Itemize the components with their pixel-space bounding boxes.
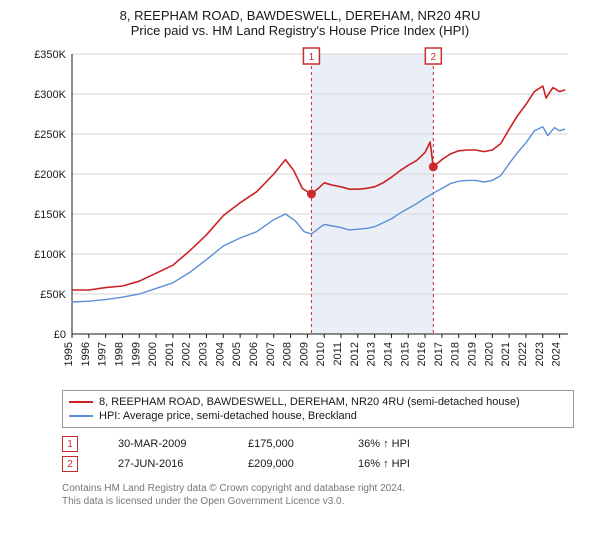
chart-subtitle: Price paid vs. HM Land Registry's House …: [12, 23, 588, 38]
svg-text:1999: 1999: [130, 342, 142, 366]
svg-text:2015: 2015: [399, 342, 411, 366]
sale-vs-hpi: 36% ↑ HPI: [358, 438, 428, 450]
svg-text:2024: 2024: [551, 342, 563, 366]
svg-text:2005: 2005: [231, 342, 243, 366]
svg-text:1996: 1996: [80, 342, 92, 366]
svg-text:2017: 2017: [433, 342, 445, 366]
sale-date: 27-JUN-2016: [118, 458, 208, 470]
svg-text:2: 2: [431, 52, 437, 63]
svg-text:£250K: £250K: [34, 129, 66, 141]
legend-label: 8, REEPHAM ROAD, BAWDESWELL, DEREHAM, NR…: [99, 396, 520, 408]
svg-text:2003: 2003: [198, 342, 210, 366]
svg-text:2013: 2013: [366, 342, 378, 366]
chart-title: 8, REEPHAM ROAD, BAWDESWELL, DEREHAM, NR…: [12, 8, 588, 23]
sale-marker-icon: 2: [62, 456, 78, 472]
chart-area: £0 £50K £100K £150K £200K £250K £300K £350K 1995…: [22, 44, 578, 384]
sale-price: £209,000: [248, 458, 318, 470]
sale-marker-icon: 1: [62, 436, 78, 452]
legend-swatch: [69, 415, 93, 417]
sale-row: 2 27-JUN-2016 £209,000 16% ↑ HPI: [62, 454, 574, 474]
chart-container: 8, REEPHAM ROAD, BAWDESWELL, DEREHAM, NR…: [0, 0, 600, 560]
svg-text:2023: 2023: [534, 342, 546, 366]
legend-swatch: [69, 401, 93, 403]
svg-text:2001: 2001: [164, 342, 176, 366]
svg-text:2000: 2000: [147, 342, 159, 366]
svg-text:1998: 1998: [113, 342, 125, 366]
svg-text:2012: 2012: [349, 342, 361, 366]
svg-text:2009: 2009: [298, 342, 310, 366]
svg-text:2019: 2019: [467, 342, 479, 366]
svg-text:2011: 2011: [332, 342, 344, 366]
svg-text:2008: 2008: [282, 342, 294, 366]
sale-vs-hpi: 16% ↑ HPI: [358, 458, 428, 470]
sale-row: 1 30-MAR-2009 £175,000 36% ↑ HPI: [62, 434, 574, 454]
svg-text:£100K: £100K: [34, 249, 66, 261]
svg-text:£300K: £300K: [34, 89, 66, 101]
svg-text:2010: 2010: [315, 342, 327, 366]
legend-item: 8, REEPHAM ROAD, BAWDESWELL, DEREHAM, NR…: [69, 395, 567, 409]
svg-text:1997: 1997: [97, 342, 109, 366]
svg-text:£50K: £50K: [40, 289, 66, 301]
svg-text:2007: 2007: [265, 342, 277, 366]
sale-price: £175,000: [248, 438, 318, 450]
legend-item: HPI: Average price, semi-detached house,…: [69, 409, 567, 423]
svg-text:1: 1: [309, 52, 315, 63]
sale-date: 30-MAR-2009: [118, 438, 208, 450]
svg-text:2021: 2021: [500, 342, 512, 366]
footer-attribution: Contains HM Land Registry data © Crown c…: [62, 482, 574, 508]
svg-text:2004: 2004: [214, 342, 226, 366]
svg-text:2006: 2006: [248, 342, 260, 366]
line-chart-svg: £0 £50K £100K £150K £200K £250K £300K £350K 1995…: [22, 44, 578, 384]
svg-text:£150K: £150K: [34, 209, 66, 221]
legend-box: 8, REEPHAM ROAD, BAWDESWELL, DEREHAM, NR…: [62, 390, 574, 428]
svg-text:2020: 2020: [483, 342, 495, 366]
footer-line: This data is licensed under the Open Gov…: [62, 495, 574, 508]
svg-text:£350K: £350K: [34, 49, 66, 61]
svg-text:1995: 1995: [63, 342, 75, 366]
svg-text:£0: £0: [54, 329, 66, 341]
footer-line: Contains HM Land Registry data © Crown c…: [62, 482, 574, 495]
svg-text:£200K: £200K: [34, 169, 66, 181]
svg-text:2018: 2018: [450, 342, 462, 366]
svg-text:2022: 2022: [517, 342, 529, 366]
svg-text:2016: 2016: [416, 342, 428, 366]
legend-label: HPI: Average price, semi-detached house,…: [99, 410, 357, 422]
sales-table: 1 30-MAR-2009 £175,000 36% ↑ HPI 2 27-JU…: [62, 434, 574, 474]
title-block: 8, REEPHAM ROAD, BAWDESWELL, DEREHAM, NR…: [12, 8, 588, 38]
svg-text:2014: 2014: [382, 342, 394, 366]
svg-text:2002: 2002: [181, 342, 193, 366]
